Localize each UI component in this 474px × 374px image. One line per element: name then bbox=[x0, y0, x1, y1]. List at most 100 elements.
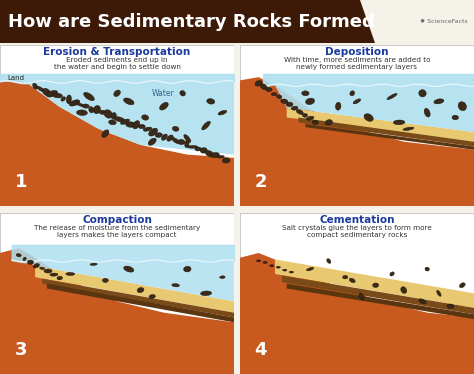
Text: Deposition: Deposition bbox=[325, 47, 389, 57]
Ellipse shape bbox=[40, 267, 45, 270]
Ellipse shape bbox=[53, 93, 63, 98]
Polygon shape bbox=[299, 117, 474, 147]
Polygon shape bbox=[35, 266, 234, 313]
Polygon shape bbox=[23, 261, 234, 301]
Ellipse shape bbox=[167, 135, 173, 141]
FancyBboxPatch shape bbox=[0, 45, 234, 206]
Ellipse shape bbox=[256, 260, 261, 262]
Polygon shape bbox=[42, 279, 234, 318]
Text: How are Sedimentary Rocks Formed: How are Sedimentary Rocks Formed bbox=[8, 12, 375, 31]
Ellipse shape bbox=[452, 115, 458, 120]
Ellipse shape bbox=[200, 148, 207, 153]
Ellipse shape bbox=[220, 276, 225, 279]
Ellipse shape bbox=[437, 290, 441, 296]
Ellipse shape bbox=[286, 102, 293, 107]
Polygon shape bbox=[305, 124, 474, 150]
Polygon shape bbox=[240, 334, 474, 374]
Ellipse shape bbox=[271, 93, 277, 96]
Ellipse shape bbox=[276, 95, 282, 98]
Ellipse shape bbox=[23, 257, 26, 261]
Ellipse shape bbox=[93, 105, 100, 114]
Ellipse shape bbox=[353, 99, 361, 104]
Ellipse shape bbox=[183, 266, 191, 272]
Text: Erosion & Transportation: Erosion & Transportation bbox=[44, 47, 191, 57]
Ellipse shape bbox=[126, 122, 136, 127]
Ellipse shape bbox=[57, 276, 63, 280]
Ellipse shape bbox=[222, 158, 230, 163]
Ellipse shape bbox=[180, 91, 185, 96]
Ellipse shape bbox=[263, 261, 267, 263]
Ellipse shape bbox=[283, 269, 287, 271]
Ellipse shape bbox=[138, 125, 145, 129]
Ellipse shape bbox=[16, 254, 21, 257]
Ellipse shape bbox=[44, 269, 52, 273]
Ellipse shape bbox=[202, 121, 210, 130]
Ellipse shape bbox=[133, 121, 140, 129]
Ellipse shape bbox=[102, 130, 109, 138]
Text: Cementation: Cementation bbox=[319, 215, 395, 225]
Ellipse shape bbox=[160, 102, 168, 110]
Text: Compaction: Compaction bbox=[82, 215, 152, 225]
Ellipse shape bbox=[124, 98, 134, 105]
Ellipse shape bbox=[124, 266, 134, 272]
Ellipse shape bbox=[143, 127, 152, 131]
Ellipse shape bbox=[210, 153, 219, 158]
Polygon shape bbox=[47, 283, 234, 322]
Ellipse shape bbox=[114, 117, 125, 122]
Ellipse shape bbox=[205, 150, 213, 157]
Ellipse shape bbox=[343, 275, 348, 279]
Ellipse shape bbox=[325, 120, 332, 125]
Ellipse shape bbox=[276, 266, 280, 268]
Ellipse shape bbox=[148, 138, 156, 145]
Ellipse shape bbox=[425, 267, 429, 271]
Ellipse shape bbox=[289, 271, 293, 273]
Polygon shape bbox=[240, 166, 474, 206]
Text: Land: Land bbox=[7, 75, 24, 81]
Polygon shape bbox=[240, 77, 474, 206]
Ellipse shape bbox=[364, 114, 373, 121]
Text: With time, more sediments are added to
newly formed sedimentary layers: With time, more sediments are added to n… bbox=[283, 57, 430, 70]
Ellipse shape bbox=[401, 287, 407, 294]
Ellipse shape bbox=[114, 90, 120, 96]
Ellipse shape bbox=[76, 110, 87, 116]
Ellipse shape bbox=[434, 99, 444, 104]
Ellipse shape bbox=[349, 278, 355, 283]
Ellipse shape bbox=[82, 104, 89, 108]
Ellipse shape bbox=[76, 102, 84, 107]
Polygon shape bbox=[275, 85, 474, 132]
Polygon shape bbox=[240, 253, 474, 374]
Ellipse shape bbox=[447, 304, 454, 309]
Ellipse shape bbox=[83, 92, 94, 101]
Ellipse shape bbox=[27, 260, 34, 264]
Ellipse shape bbox=[69, 100, 80, 106]
Ellipse shape bbox=[172, 283, 180, 287]
Ellipse shape bbox=[281, 99, 288, 104]
Ellipse shape bbox=[46, 91, 57, 97]
Text: 2: 2 bbox=[255, 173, 267, 191]
Ellipse shape bbox=[187, 145, 198, 148]
Ellipse shape bbox=[99, 110, 106, 114]
Polygon shape bbox=[0, 334, 234, 374]
Ellipse shape bbox=[142, 115, 149, 120]
Ellipse shape bbox=[312, 120, 319, 125]
Ellipse shape bbox=[207, 99, 215, 104]
Text: 1: 1 bbox=[15, 173, 27, 191]
Ellipse shape bbox=[61, 97, 65, 101]
Ellipse shape bbox=[217, 156, 224, 158]
Polygon shape bbox=[0, 161, 234, 206]
Ellipse shape bbox=[302, 113, 308, 117]
Ellipse shape bbox=[66, 95, 72, 104]
Ellipse shape bbox=[387, 94, 397, 99]
Text: 4: 4 bbox=[255, 341, 267, 359]
Ellipse shape bbox=[306, 116, 314, 120]
Ellipse shape bbox=[218, 110, 227, 115]
Ellipse shape bbox=[37, 86, 45, 92]
Ellipse shape bbox=[120, 119, 129, 125]
FancyBboxPatch shape bbox=[0, 212, 234, 374]
Ellipse shape bbox=[90, 263, 97, 266]
Polygon shape bbox=[282, 276, 474, 314]
Ellipse shape bbox=[137, 288, 144, 292]
Ellipse shape bbox=[33, 83, 37, 89]
Ellipse shape bbox=[104, 110, 112, 118]
Polygon shape bbox=[0, 248, 234, 374]
